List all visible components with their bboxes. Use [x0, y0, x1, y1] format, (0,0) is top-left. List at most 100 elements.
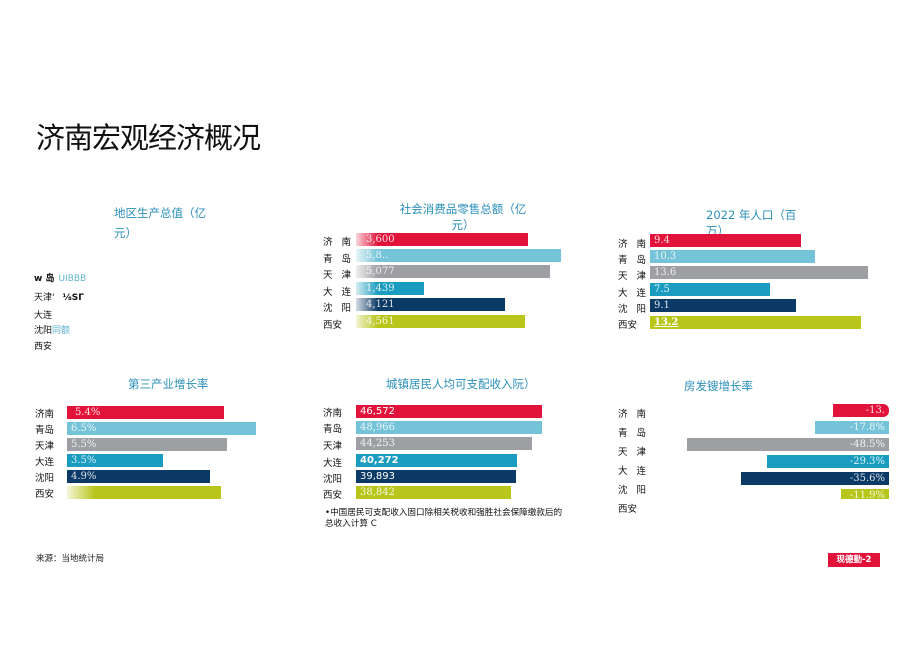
- income-footnote: •中国居民可支配收入固口除相关税收和强胜社会保障缴款后的总收入计算 C: [325, 508, 563, 529]
- row-label: 济 南: [323, 237, 355, 248]
- population-title-line1: 2022 年人口（百: [706, 208, 797, 222]
- bar-tianjin: -48.5%: [687, 438, 889, 451]
- row-label: 青岛: [323, 424, 343, 435]
- income-title: 城镇居民人均可支配收入阮）: [386, 377, 536, 391]
- bar-value: 7.5: [654, 284, 670, 295]
- gdp-row: 西安: [34, 339, 52, 352]
- row-label: 济 南: [618, 239, 650, 250]
- bar-dalian: 40,272: [356, 454, 517, 467]
- bar-shenyang: -35.6%: [741, 472, 889, 485]
- housing-title: 房发锼增长率: [684, 379, 753, 393]
- row-label: 大连: [323, 458, 343, 469]
- bar-tianjin: 5,077: [356, 265, 550, 278]
- bar-value: 4,561: [366, 316, 395, 327]
- bar-qingdao: 6.5%: [67, 422, 256, 435]
- bar-jinan: 5.4%: [67, 406, 224, 419]
- bar-value: 3,600: [366, 234, 395, 245]
- row-label: 沈 阳: [618, 485, 650, 496]
- bar-dalian: 7.5: [650, 283, 770, 296]
- row-label: 天津: [323, 441, 343, 452]
- bar-value: 1,439: [366, 283, 395, 294]
- row-label: 西安: [618, 504, 638, 515]
- bar-value: 9.4: [654, 235, 670, 246]
- bar-jinan: -13.: [833, 404, 889, 417]
- bar-tianjin: 13.6: [650, 266, 868, 279]
- bar-xian: [67, 486, 221, 499]
- bar-shenyang: 39,893: [356, 470, 516, 483]
- bar-value: 44,253: [360, 438, 395, 449]
- bar-xian: -11.9%: [841, 489, 889, 501]
- bar-value: 10.3: [654, 251, 677, 262]
- bar-fade-overlay: [65, 484, 95, 500]
- bar-qingdao: 48,966: [356, 421, 542, 434]
- row-label: 沈阳: [35, 473, 55, 484]
- gdp-row-label: w 岛: [34, 274, 55, 284]
- row-label: 西安: [618, 320, 638, 331]
- row-label: 济南: [323, 408, 343, 419]
- row-label: 青 岛: [323, 254, 355, 265]
- row-label: 天 津: [323, 270, 355, 281]
- bar-value: 39,893: [360, 471, 395, 482]
- row-label: 青 岛: [618, 255, 650, 266]
- row-label: 大 连: [618, 288, 650, 299]
- bar-value: 4,121: [366, 299, 395, 310]
- gdp-row: 沈阳同额: [34, 323, 70, 336]
- row-label: 沈 阳: [323, 303, 355, 314]
- bar-value: 40,272: [360, 455, 399, 466]
- bar-shenyang: 4.9%: [67, 470, 210, 483]
- bar-qingdao: 10.3: [650, 250, 815, 263]
- row-label: 西安: [35, 489, 55, 500]
- bar-value: 5.4%: [75, 407, 101, 418]
- row-label: 大 连: [323, 287, 355, 298]
- bar-value: 4.9%: [71, 471, 97, 482]
- row-label: 济 南: [618, 409, 650, 420]
- gdp-row-label: 大连: [34, 311, 53, 321]
- row-label: 青岛: [35, 425, 55, 436]
- bar-value: 9.1: [654, 300, 670, 311]
- bar-tianjin: 44,253: [356, 437, 532, 450]
- gdp-row: w 岛 UIBBB: [34, 271, 86, 284]
- row-label: 青 岛: [618, 428, 650, 439]
- bar-value: 38,842: [360, 487, 395, 498]
- row-label: 济南: [35, 409, 55, 420]
- bar-value: 48,966: [360, 422, 395, 433]
- bar-xian: 4,561: [356, 315, 525, 328]
- retail-title: 社会消费品零售总额（亿 元）: [398, 199, 528, 235]
- bar-value: 46,572: [360, 406, 395, 417]
- bar-value: 6.5%: [71, 423, 97, 434]
- bar-value: 5,077: [366, 266, 395, 277]
- page-badge: 现德勤-2: [828, 553, 880, 567]
- bar-value: 13.2: [654, 317, 679, 328]
- retail-title-line2: 元）: [451, 218, 475, 232]
- bar-xian: 13.2: [650, 316, 861, 329]
- gdp-row-label: 沈阳: [34, 326, 53, 336]
- bar-xian: 38,842: [356, 486, 511, 499]
- gdp-row-value: 同额: [52, 326, 71, 336]
- bar-tianjin: 5.5%: [67, 438, 227, 451]
- gdp-title-line2: 元）: [114, 226, 137, 240]
- row-label: 天 津: [618, 447, 650, 458]
- bar-value: -13.: [865, 405, 885, 416]
- bar-dalian: -29.3%: [767, 455, 889, 468]
- gdp-title-line1: 地区生产总值（亿: [114, 206, 206, 220]
- bar-value: 13.6: [654, 267, 677, 278]
- bar-qingdao: 5,8..: [356, 249, 561, 262]
- gdp-title: 地区生产总值（亿 元）: [114, 203, 206, 243]
- gdp-row-value: UIBBB: [58, 274, 87, 284]
- bar-value: 5.5%: [71, 439, 97, 450]
- bar-value: -35.6%: [849, 473, 885, 484]
- bar-value: -48.5%: [849, 439, 885, 450]
- bar-dalian: 3.5%: [67, 454, 163, 467]
- gdp-row-value: ⅛SΓ: [62, 293, 85, 303]
- gdp-row: 大连: [34, 308, 52, 321]
- page-title: 济南宏观经济概况: [36, 121, 261, 155]
- row-label: 西安: [323, 490, 343, 501]
- row-label: 西安: [323, 320, 343, 331]
- bar-jinan: 46,572: [356, 405, 542, 418]
- row-label: 沈 阳: [618, 304, 650, 315]
- row-label: 大 连: [618, 466, 650, 477]
- bar-value: -17.8%: [849, 422, 885, 433]
- row-label: 天 津: [618, 271, 650, 282]
- bar-shenyang: 4,121: [356, 298, 505, 311]
- row-label: 沈阳: [323, 474, 343, 485]
